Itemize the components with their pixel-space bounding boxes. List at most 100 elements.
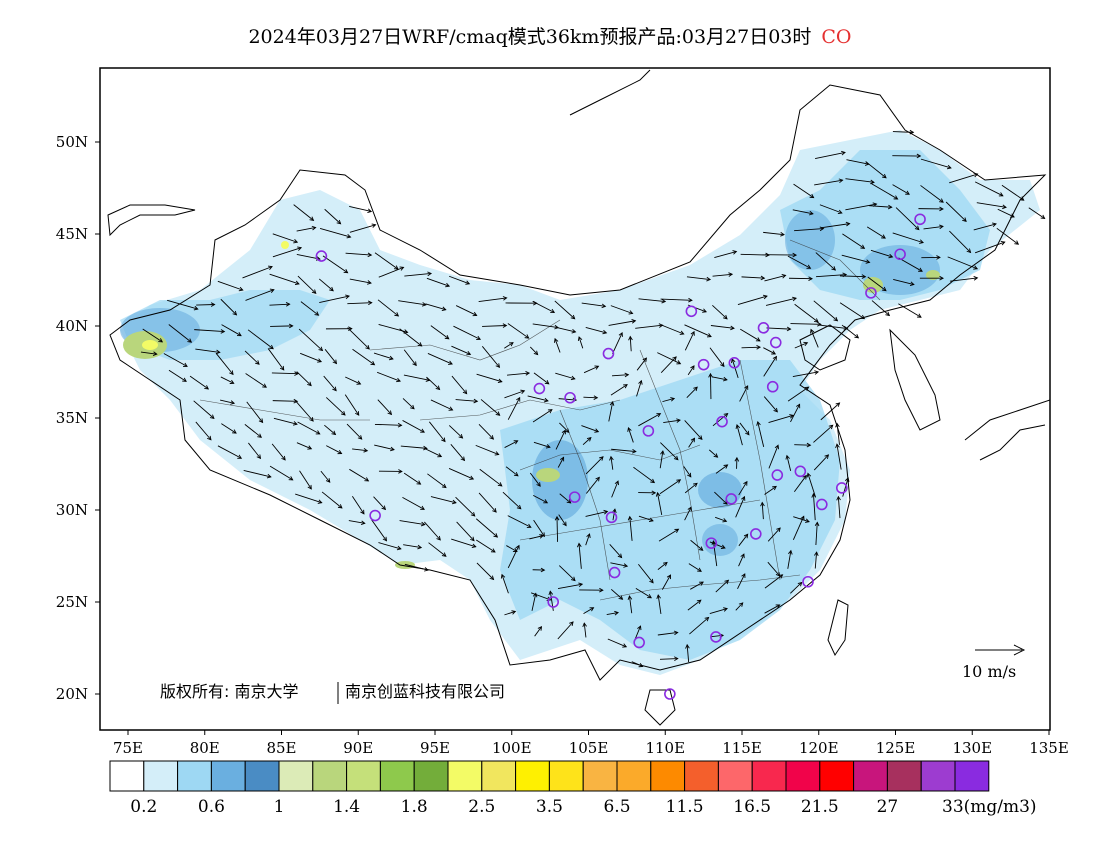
taiwan-island [827,599,849,657]
colorbar-swatch [447,760,483,792]
wind-arrow [272,233,299,244]
wind-arrow [660,442,679,461]
wind-arrow [974,241,1006,254]
wind-arrow [659,479,682,495]
wind-arrow [684,506,692,521]
wind-arrow [790,581,803,594]
wind-arrow [582,436,592,446]
wind-arrow [790,321,822,327]
lon-tick-label: 85E [266,739,296,757]
wind-arrow [324,208,342,225]
wind-arrow [220,298,238,316]
station-marker [547,596,559,608]
wind-arrow [378,542,402,551]
wind-arrow [842,477,850,497]
latitude-axis: 50N 45N 40N 35N 30N 25N 20N [56,133,100,703]
wind-arrow [815,252,837,271]
wind-arrow [739,422,750,436]
reference-vector: 10 m/s [962,644,1026,681]
wind-arrow [215,352,234,376]
wind-arrow [1001,184,1025,201]
wind-arrow [348,520,366,526]
wind-arrow [656,594,662,615]
wind-arrow [841,254,871,264]
wind-arrow [638,490,657,496]
wind-arrow [425,303,447,312]
colorbar-swatch [582,760,618,792]
wind-arrow [789,276,813,281]
wind-arrow [608,319,637,326]
wind-arrow [892,232,924,244]
colorbar-swatch [278,760,314,792]
wind-arrow [949,172,979,184]
wind-arrow [168,324,193,343]
wind-arrow [476,373,503,384]
wind-arrow [627,427,634,443]
wind-arrow [142,328,164,343]
wind-arrow [450,444,466,462]
colorbar-swatch [210,760,246,792]
wind-arrow [689,616,710,635]
wind-arrow [430,399,454,411]
wind-arrow [271,443,286,461]
wind-arrow [793,516,810,523]
wind-arrow [478,492,497,513]
colorbar-swatch [548,760,584,792]
colorbar-label: 0.2 [130,797,157,817]
wind-arrow [319,228,352,239]
wind-arrow [351,495,365,515]
colorbar-swatch [481,760,517,792]
colorbar-swatch [853,760,888,792]
wind-arrow [734,456,740,469]
wind-arrow [767,561,781,577]
wind-arrow [870,249,894,259]
wind-arrow [426,376,441,391]
lon-tick-label: 125E [876,739,916,757]
station-marker [315,250,328,262]
wind-arrow [557,456,565,468]
wind-arrow [638,298,667,304]
station-marker [710,631,722,643]
wind-arrow [976,202,1007,210]
wind-arrow [352,448,369,453]
wind-arrow [295,493,323,504]
lon-tick-label: 110E [645,739,685,757]
wind-arrow [866,226,886,239]
wind-arrow [554,515,560,542]
wind-arrow [763,355,777,377]
wind-arrow [321,491,343,509]
wind-arrow [684,330,695,351]
wind-arrow [919,275,944,281]
species-label: CO [821,26,852,48]
wind-arrow [841,324,860,339]
wind-arrow [738,553,745,567]
wind-arrow [741,275,766,281]
wind-arrow [739,385,749,402]
wind-arrow [709,607,728,615]
wind-arrow [423,447,443,458]
wind-arrow [557,582,584,589]
wind-arrow [627,595,633,614]
wind-arrow [581,302,607,309]
wind-arrow [371,519,388,542]
wind-arrow [737,294,768,305]
wind-arrow [657,561,668,570]
tibet-green-blob [395,561,415,569]
wind-arrow [871,300,891,317]
wind-arrow [636,357,647,371]
wind-arrow [325,397,346,416]
wind-arrow [657,352,682,365]
wind-arrow [374,422,403,428]
wind-arrow [377,299,400,317]
wind-arrow [577,542,582,569]
wind-arrow [819,324,849,331]
wind-arrow [763,347,777,355]
colorbar-swatch [920,760,956,792]
wind-arrow [427,473,447,489]
wind-arrow [529,346,539,356]
wind-arrow [346,423,363,440]
station-marker [605,511,618,524]
wind-arrow [686,386,698,399]
wind-arrow [455,398,479,404]
wind-arrow [686,276,712,282]
